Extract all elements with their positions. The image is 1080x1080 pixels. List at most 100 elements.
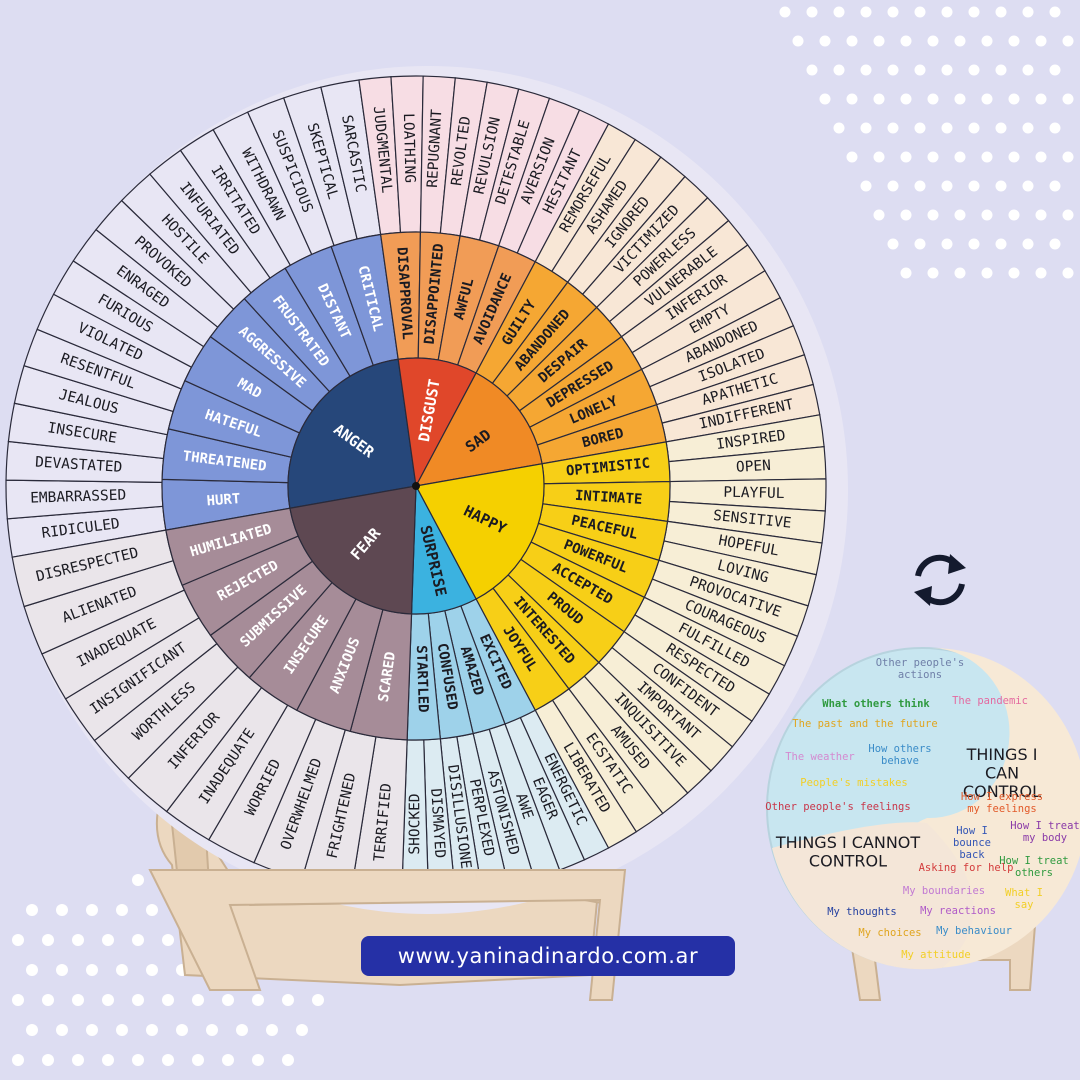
- decorative-dot: [86, 904, 98, 916]
- decorative-dot: [887, 180, 899, 192]
- decorative-dot: [900, 35, 912, 47]
- decorative-dot: [968, 6, 980, 18]
- decorative-dot: [981, 35, 993, 47]
- decorative-dot: [995, 64, 1007, 76]
- decorative-dot: [873, 209, 885, 221]
- decorative-dot: [873, 35, 885, 47]
- decorative-dot: [86, 964, 98, 976]
- outer-emotion-label: DEVASTATED: [35, 455, 123, 476]
- decorative-dot: [282, 994, 294, 1006]
- decorative-dot: [1008, 267, 1020, 279]
- decorative-dot: [1022, 64, 1034, 76]
- wheel-center-pin: [412, 482, 420, 490]
- sync-arrows-icon: [914, 554, 966, 606]
- decorative-dot: [222, 1054, 234, 1066]
- cannot-control-title: THINGS I CANNOT CONTROL: [775, 833, 921, 870]
- decorative-dot: [846, 151, 858, 163]
- decorative-dot: [282, 1054, 294, 1066]
- decorative-dot: [1062, 267, 1074, 279]
- decorative-dots-top-right: [779, 6, 1074, 279]
- decorative-dot: [1049, 238, 1061, 250]
- outer-emotion-label: OPEN: [736, 458, 772, 476]
- decorative-dot: [900, 93, 912, 105]
- decorative-dot: [146, 904, 158, 916]
- decorative-dot: [162, 1054, 174, 1066]
- decorative-dot: [806, 6, 818, 18]
- decorative-dot: [941, 238, 953, 250]
- decorative-dot: [42, 1054, 54, 1066]
- decorative-dot: [56, 964, 68, 976]
- decorative-dot: [1062, 209, 1074, 221]
- decorative-dot: [941, 64, 953, 76]
- outer-emotion-label: SHOCKED: [407, 793, 423, 854]
- decorative-dot: [56, 904, 68, 916]
- decorative-dot: [1022, 180, 1034, 192]
- can-control-item: My choices: [858, 927, 921, 939]
- decorative-dot: [116, 904, 128, 916]
- decorative-dot: [162, 994, 174, 1006]
- decorative-dot: [981, 267, 993, 279]
- can-control-item: My behaviour: [936, 925, 1012, 937]
- cannot-control-item: Other people's feelings: [765, 801, 910, 813]
- can-control-item: My thoughts: [827, 906, 897, 918]
- decorative-dot: [26, 1024, 38, 1036]
- control-board-lower-area: [772, 822, 974, 970]
- outer-emotion-label: AWE: [512, 791, 536, 821]
- decorative-dot: [914, 64, 926, 76]
- decorative-dot: [860, 64, 872, 76]
- decorative-dot: [132, 874, 144, 886]
- decorative-dot: [846, 93, 858, 105]
- outer-emotion-label: LOATHING: [400, 113, 418, 183]
- decorative-dot: [132, 1054, 144, 1066]
- decorative-dot: [176, 1024, 188, 1036]
- decorative-dot: [981, 151, 993, 163]
- decorative-dot: [806, 64, 818, 76]
- decorative-dot: [266, 1024, 278, 1036]
- decorative-dot: [162, 934, 174, 946]
- decorative-dot: [72, 994, 84, 1006]
- decorative-dot: [1022, 238, 1034, 250]
- decorative-dot: [914, 122, 926, 134]
- decorative-dot: [86, 1024, 98, 1036]
- decorative-dot: [900, 267, 912, 279]
- decorative-dot: [1062, 151, 1074, 163]
- middle-emotion-label: INTIMATE: [574, 488, 642, 508]
- core-segment: [289, 485, 417, 615]
- website-url[interactable]: www.yaninadinardo.com.ar: [397, 944, 699, 968]
- decorative-dot: [927, 267, 939, 279]
- decorative-dot: [146, 1024, 158, 1036]
- can-control-item: My reactions: [920, 905, 996, 917]
- core-segment: [414, 372, 543, 487]
- cannot-control-item: People's mistakes: [800, 777, 907, 789]
- decorative-dot: [72, 1054, 84, 1066]
- decorative-dot: [900, 209, 912, 221]
- middle-emotion-label: STARTLED: [413, 645, 431, 713]
- decorative-dot: [1022, 6, 1034, 18]
- decorative-dot: [981, 209, 993, 221]
- decorative-dot: [1035, 267, 1047, 279]
- decorative-dot: [846, 35, 858, 47]
- decorative-dot: [1008, 93, 1020, 105]
- decorative-dot: [860, 122, 872, 134]
- decorative-dot: [1062, 35, 1074, 47]
- core-segment: [287, 358, 417, 509]
- cannot-control-item: The past and the future: [792, 718, 937, 730]
- decorative-dot: [981, 93, 993, 105]
- decorative-dot: [296, 1024, 308, 1036]
- decorative-dot: [833, 64, 845, 76]
- decorative-dot: [914, 238, 926, 250]
- website-banner[interactable]: www.yaninadinardo.com.ar: [361, 936, 735, 976]
- decorative-dot: [900, 151, 912, 163]
- middle-emotion-label: HURT: [206, 491, 241, 509]
- decorative-dot: [222, 994, 234, 1006]
- decorative-dot: [968, 122, 980, 134]
- decorative-dot: [995, 122, 1007, 134]
- decorative-dot: [954, 267, 966, 279]
- decorative-dot: [26, 964, 38, 976]
- decorative-dot: [819, 93, 831, 105]
- decorative-dot: [252, 1054, 264, 1066]
- decorative-dot: [887, 6, 899, 18]
